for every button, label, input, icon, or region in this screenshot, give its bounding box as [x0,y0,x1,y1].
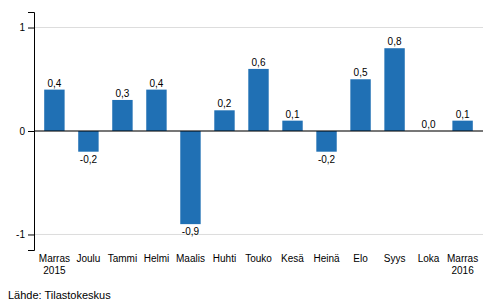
x-tick: Helmi [144,253,170,264]
x-tick-label: Touko [245,253,272,264]
data-label: 0,1 [286,109,300,120]
x-tick-label: Tammi [108,253,137,264]
x-tick: Syys [384,253,406,264]
x-tick-label: Syys [384,253,406,264]
x-tick-label: Marras2015 [39,253,70,276]
y-tick: -1 [16,229,34,240]
bars [44,48,473,224]
y-tick-label: 0 [19,126,25,137]
bar [180,131,200,224]
x-tick-label-line: 2015 [43,265,66,276]
x-tick-label-line: Touko [245,253,272,264]
grid [34,28,483,235]
x-tick-label: Loka [418,253,440,264]
x-tick-label: Marras2016 [447,253,478,276]
bar [146,90,166,131]
data-label: 0,2 [218,98,232,109]
x-tick-label-line: Joulu [76,253,100,264]
x-tick-label-line: Huhti [213,253,236,264]
x-tick: Huhti [213,253,236,264]
x-tick: Touko [245,253,272,264]
data-label: -0,2 [80,154,98,165]
x-tick: Maalis [176,253,205,264]
x-tick-label-line: Marras [39,253,70,264]
x-tick-label: Joulu [76,253,100,264]
x-tick-label: Kesä [281,253,304,264]
data-label: 0,4 [150,78,164,89]
x-tick: Elo [353,253,368,264]
bar [316,131,336,152]
y-tick-mark [28,131,34,132]
y-tick: 1 [19,22,34,33]
bar [214,110,234,131]
x-tick-label: Heinä [313,253,340,264]
chart: -101Marras2015JouluTammiHelmiMaalisHuhti… [0,0,493,304]
x-tick: Tammi [108,253,137,264]
y-axis-line [28,13,35,251]
x-tick-label-line: Helmi [144,253,170,264]
data-label: 0,3 [115,88,129,99]
x-tick-label-line: Maalis [176,253,205,264]
data-label: -0,2 [318,154,336,165]
x-tick: Joulu [76,253,100,264]
y-tick-label: -1 [16,229,25,240]
bar [384,48,404,131]
data-label: 0,4 [47,78,61,89]
bar [44,90,64,131]
y-tick-mark [28,234,34,235]
x-tick-label: Maalis [176,253,205,264]
x-tick-label-line: Syys [384,253,406,264]
x-tick-label: Helmi [144,253,170,264]
data-labels: 0,4 -0,2 0,3 0,4 -0,9 0,2 0,6 0,1 -0,2 0,5 0,8 0,0 0… [47,36,470,237]
data-label: 0,5 [354,67,368,78]
x-tick-label-line: 2016 [451,265,474,276]
x-tick: Marras2015 [39,253,70,276]
bar [282,121,302,131]
data-label: 0,6 [252,57,266,68]
grid-line [34,234,483,235]
bar [350,79,370,131]
x-axis: Marras2015JouluTammiHelmiMaalisHuhtiTouk… [39,253,478,276]
data-label: 0,0 [422,119,436,130]
bar [452,121,472,131]
x-tick-label: Huhti [213,253,236,264]
x-tick-label-line: Marras [447,253,478,264]
data-label: 0,1 [456,109,470,120]
grid-line [34,131,483,132]
x-tick-label-line: Loka [418,253,440,264]
bar [248,69,268,131]
x-tick: Kesä [281,253,304,264]
y-tick: 0 [19,126,34,137]
y-tick-mark [28,28,34,29]
x-tick-label: Elo [353,253,368,264]
x-tick: Marras2016 [447,253,478,276]
x-tick: Heinä [313,253,340,264]
x-tick-label-line: Tammi [108,253,137,264]
y-tick-label: 1 [19,22,25,33]
footnote: Lähde: Tilastokeskus [8,289,111,301]
bar [112,100,132,131]
data-label: -0,9 [182,226,200,237]
bar [78,131,98,152]
x-tick-label-line: Heinä [313,253,340,264]
data-label: 0,8 [388,36,402,47]
x-tick-label-line: Kesä [281,253,304,264]
x-tick: Loka [418,253,440,264]
y-axis: -1 0 1 [16,13,34,251]
zero-line [34,131,483,132]
x-tick-label-line: Elo [353,253,368,264]
grid-line [34,27,483,28]
